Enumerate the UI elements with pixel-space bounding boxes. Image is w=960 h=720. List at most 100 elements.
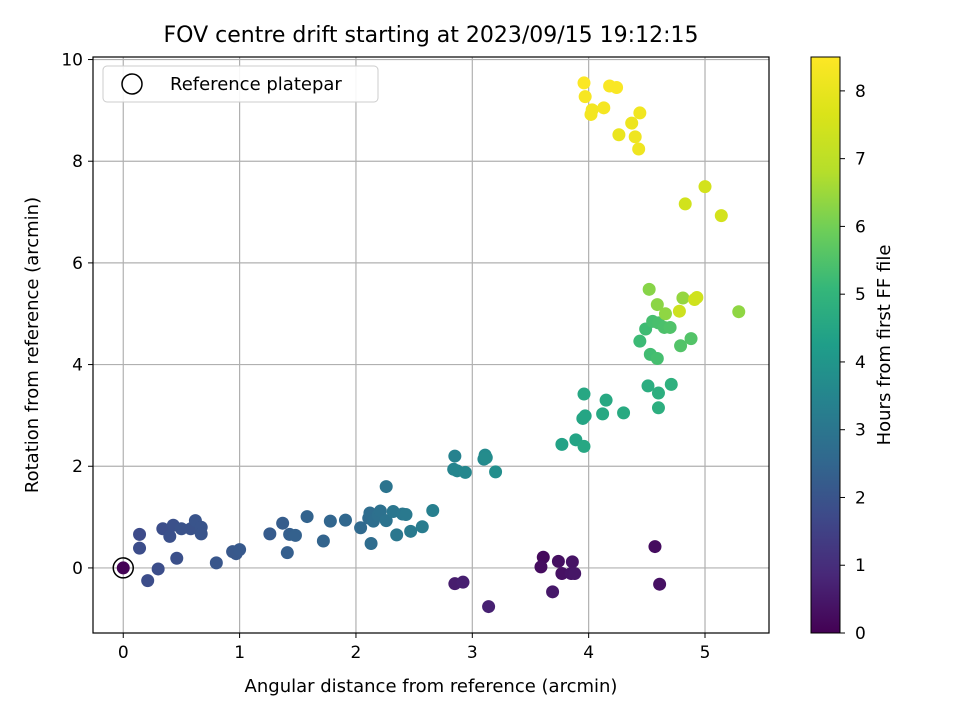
y-tick-label: 4: [72, 356, 83, 376]
legend-box: [102, 65, 379, 103]
data-point: [534, 560, 548, 574]
data-point: [133, 527, 147, 541]
data-point: [651, 386, 665, 400]
data-point: [280, 546, 294, 560]
colorbar-label: Hours from first FF file: [874, 245, 895, 446]
data-point: [170, 551, 184, 565]
data-point: [625, 116, 639, 130]
data-point: [599, 393, 613, 407]
data-point: [650, 298, 664, 312]
data-point: [585, 103, 599, 117]
data-point: [288, 528, 302, 542]
data-point: [633, 334, 647, 348]
y-axis-label: Rotation from reference (arcmin): [22, 197, 43, 493]
data-point: [458, 465, 472, 479]
data-point: [316, 534, 330, 548]
data-point: [354, 521, 368, 535]
y-tick-label: 2: [72, 457, 83, 477]
chart-title: FOV centre drift starting at 2023/09/15 …: [164, 23, 699, 48]
x-tick-label: 4: [583, 643, 594, 663]
data-point: [577, 76, 591, 90]
data-point: [448, 449, 462, 463]
data-point: [650, 351, 664, 365]
y-tick-label: 8: [72, 152, 83, 172]
x-tick-label: 1: [234, 643, 245, 663]
colorbar-tick-label: 0: [855, 624, 866, 644]
y-tick-label: 6: [72, 254, 83, 274]
data-point: [141, 574, 155, 588]
data-point: [390, 528, 404, 542]
data-point: [597, 101, 611, 115]
data-point: [555, 437, 569, 451]
data-point: [151, 562, 165, 576]
data-point: [664, 377, 678, 391]
legend-entry-label: Reference platepar: [170, 74, 342, 95]
data-point: [678, 197, 692, 211]
data-point: [714, 209, 728, 223]
data-point: [364, 537, 378, 551]
data-point: [555, 567, 569, 581]
data-point: [653, 577, 667, 591]
data-point: [482, 600, 496, 614]
data-point: [174, 522, 188, 536]
data-point: [641, 379, 655, 393]
y-tick-label: 10: [61, 51, 83, 71]
y-tick-label: 0: [72, 559, 83, 579]
x-tick-label: 5: [700, 643, 711, 663]
colorbar-tick-label: 5: [855, 285, 866, 305]
data-point: [399, 508, 413, 522]
data-point: [663, 320, 677, 334]
colorbar-tick-label: 2: [855, 488, 866, 508]
grid: [93, 57, 769, 633]
data-point: [163, 529, 177, 543]
data-point: [300, 510, 314, 524]
data-point: [612, 128, 626, 142]
data-point: [628, 130, 642, 144]
data-point: [698, 180, 712, 194]
colorbar: 0 1 2 3 4 5 6 7 8 Hours from first FF file: [810, 56, 895, 644]
data-point: [263, 527, 277, 541]
data-point: [404, 524, 418, 538]
data-point: [732, 305, 746, 319]
x-tick-label: 3: [467, 643, 478, 663]
colorbar-gradient: [810, 56, 841, 634]
x-tick-label: 2: [351, 643, 362, 663]
data-point: [338, 513, 352, 527]
data-point: [426, 503, 440, 517]
data-point: [456, 575, 470, 589]
legend-reference-marker: [121, 73, 143, 95]
colorbar-tick-label: 3: [855, 421, 866, 441]
data-point: [690, 290, 704, 304]
data-point: [676, 291, 690, 305]
data-point: [617, 406, 631, 420]
colorbar-tick-label: 7: [855, 150, 866, 170]
data-point: [684, 332, 698, 346]
data-point: [116, 561, 130, 575]
data-point: [610, 81, 624, 95]
x-axis-ticks: 0 1 2 3 4 5: [118, 633, 711, 663]
data-point: [489, 465, 503, 479]
colorbar-ticks: 0 1 2 3 4 5 6 7 8: [840, 82, 866, 644]
data-point: [633, 106, 647, 120]
x-tick-label: 0: [118, 643, 129, 663]
data-point: [674, 339, 688, 353]
data-point: [577, 387, 591, 401]
data-point: [373, 504, 387, 518]
data-point: [658, 307, 672, 321]
data-point: [546, 585, 560, 599]
y-axis-ticks: 0 2 4 6 8 10: [61, 51, 93, 579]
x-axis-label: Angular distance from reference (arcmin): [245, 676, 618, 697]
data-point: [323, 514, 337, 528]
scatter-points: [112, 76, 746, 614]
data-point: [276, 516, 290, 530]
plot-frame: [92, 56, 770, 634]
data-point: [632, 142, 646, 156]
data-point: [209, 556, 223, 570]
data-point: [415, 520, 429, 534]
data-point: [672, 304, 686, 318]
data-point: [479, 451, 493, 465]
data-point: [642, 282, 656, 296]
data-point: [648, 540, 662, 554]
data-point: [551, 554, 565, 568]
